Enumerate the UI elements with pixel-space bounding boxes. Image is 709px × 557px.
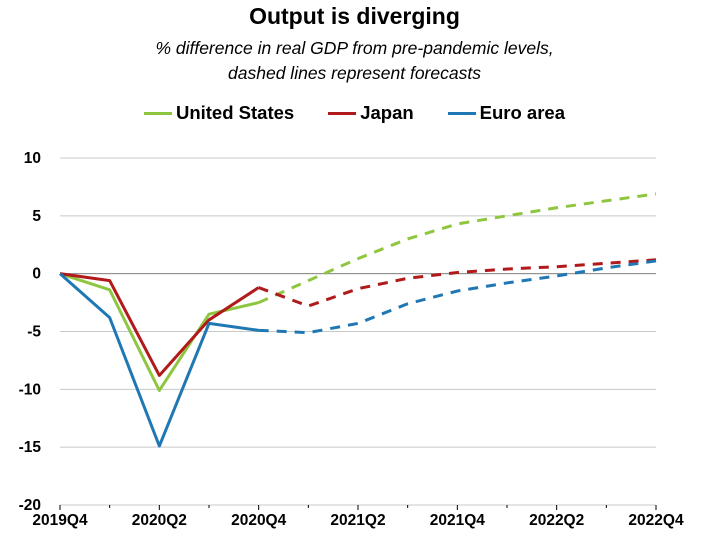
chart-legend: United States Japan Euro area xyxy=(0,102,709,124)
x-tick-label: 2020Q2 xyxy=(132,512,187,529)
y-tick-label: 0 xyxy=(32,266,41,283)
y-tick-label: -15 xyxy=(19,439,42,456)
legend-item-united-states: United States xyxy=(143,102,295,124)
legend-item-euro-area: Euro area xyxy=(447,102,566,124)
x-tick-label: 2020Q4 xyxy=(231,512,287,529)
x-tick-label: 2021Q4 xyxy=(430,512,486,529)
y-tick-label: 10 xyxy=(24,150,41,167)
series-lines xyxy=(59,192,657,448)
y-tick-label: -10 xyxy=(19,381,41,398)
chart-title: Output is diverging xyxy=(249,3,460,29)
chart-subtitle: % difference in real GDP from pre-pandem… xyxy=(0,36,709,86)
legend-label-united-states: United States xyxy=(175,102,295,123)
x-tick-label: 2022Q4 xyxy=(628,512,684,529)
legend-label-euro-area: Euro area xyxy=(479,102,566,123)
series-line-japan-actual xyxy=(59,272,260,377)
series-line-japan-forecast xyxy=(258,258,657,308)
legend-swatch-united-states xyxy=(143,111,172,115)
gridlines xyxy=(60,157,656,506)
subtitle-line-2: dashed lines represent forecasts xyxy=(228,63,481,83)
series-line-united-states-forecast xyxy=(258,192,657,304)
subtitle-line-1: % difference in real GDP from pre-pandem… xyxy=(155,38,554,58)
legend-swatch-euro-area xyxy=(447,111,476,115)
series-line-euro-area-actual xyxy=(59,272,259,448)
y-tick-label: 5 xyxy=(32,208,41,225)
legend-label-japan: Japan xyxy=(360,102,414,123)
y-axis-ticks: 10 5 0 -5 -10 -15 -20 xyxy=(19,150,42,514)
y-tick-label: -5 xyxy=(27,324,41,341)
legend-swatch-japan xyxy=(328,111,357,115)
y-tick-label: -20 xyxy=(19,497,41,514)
x-axis-ticks: 2019Q4 2020Q2 2020Q4 2021Q2 2021Q4 2022Q2 2022… xyxy=(32,505,684,529)
x-tick-label: 2022Q2 xyxy=(529,512,584,529)
x-tick-label: 2019Q4 xyxy=(32,512,88,529)
x-tick-label: 2021Q2 xyxy=(330,512,385,529)
legend-item-japan: Japan xyxy=(328,102,414,124)
